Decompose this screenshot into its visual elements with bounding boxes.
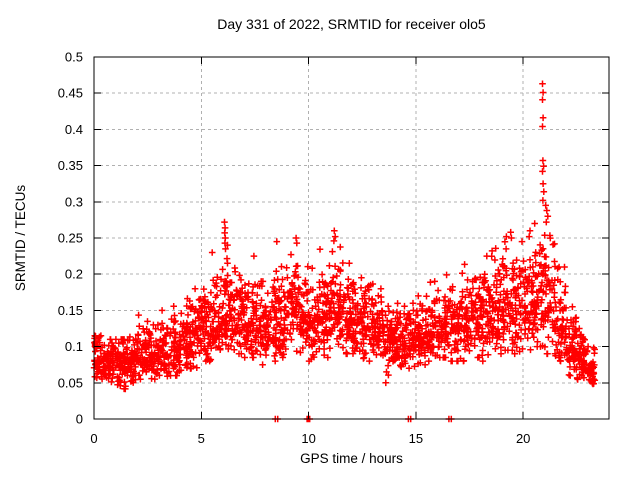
y-tick-label: 0.5 [65, 50, 83, 65]
y-tick-label: 0.15 [58, 303, 83, 318]
x-tick-label: 0 [90, 431, 97, 446]
y-tick-label: 0 [76, 412, 83, 427]
x-tick-label: 15 [409, 431, 423, 446]
y-tick-label: 0.2 [65, 267, 83, 282]
x-axis-label: GPS time / hours [300, 451, 403, 466]
x-tick-label: 5 [198, 431, 205, 446]
y-tick-label: 0.4 [65, 122, 83, 137]
y-axis-label: SRMTID / TECUs [13, 184, 28, 292]
y-tick-label: 0.3 [65, 194, 83, 209]
grid-lines [94, 57, 609, 419]
y-tick-label: 0.25 [58, 231, 83, 246]
y-tick-label: 0.1 [65, 339, 83, 354]
y-tick-label: 0.35 [58, 158, 83, 173]
chart-title: Day 331 of 2022, SRMTID for receiver olo… [217, 16, 486, 32]
y-tick-label: 0.05 [58, 375, 83, 390]
y-tick-label: 0.45 [58, 86, 83, 101]
x-tick-label: 20 [516, 431, 530, 446]
axis-ticks [93, 56, 609, 420]
x-tick-label: 10 [301, 431, 315, 446]
data-points [90, 80, 599, 423]
